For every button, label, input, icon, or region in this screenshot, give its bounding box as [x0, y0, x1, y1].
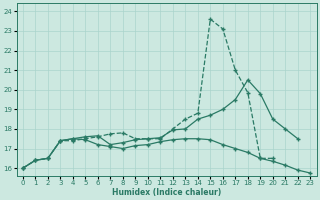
X-axis label: Humidex (Indice chaleur): Humidex (Indice chaleur) — [112, 188, 221, 197]
